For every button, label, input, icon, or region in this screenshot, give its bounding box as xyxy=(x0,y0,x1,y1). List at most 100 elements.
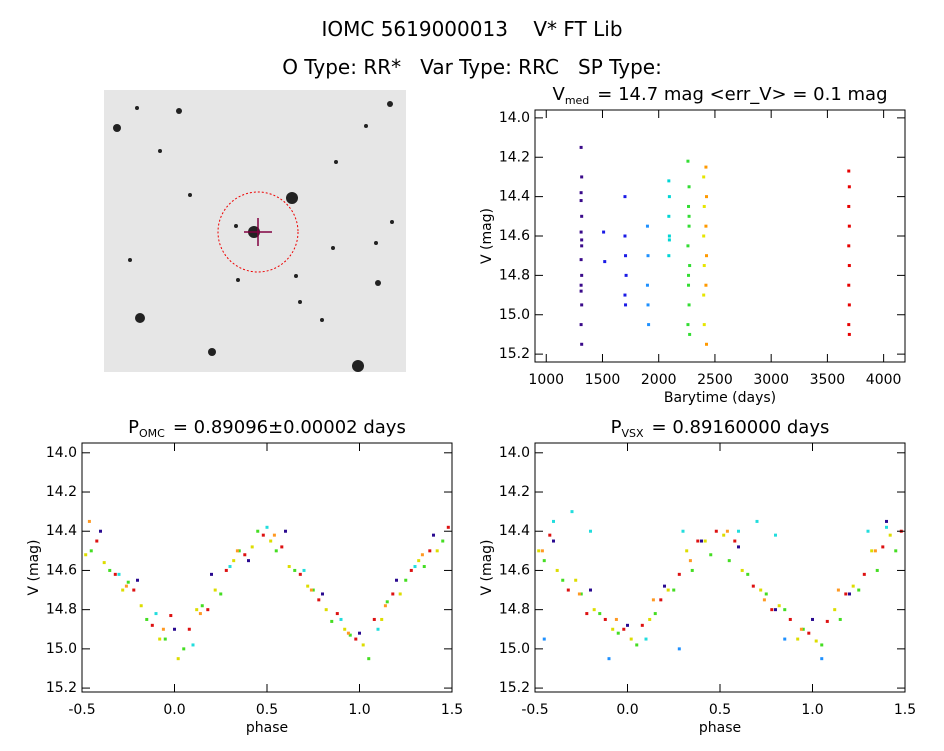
page-subtitle: O Type: RR* Var Type: RRC SP Type: xyxy=(282,55,662,79)
data-point xyxy=(580,342,584,346)
x-tick-label: 1.5 xyxy=(894,702,916,718)
data-point xyxy=(330,619,334,623)
data-point xyxy=(580,303,584,307)
data-point xyxy=(847,323,851,327)
x-tick-label: 0.0 xyxy=(616,702,638,718)
data-point xyxy=(570,510,574,514)
data-point xyxy=(317,598,321,602)
data-point xyxy=(589,588,592,592)
data-point xyxy=(704,283,708,287)
data-point xyxy=(847,303,851,307)
data-point xyxy=(862,572,866,576)
data-point xyxy=(206,608,210,612)
data-point xyxy=(644,637,648,641)
data-point xyxy=(428,549,432,553)
data-point xyxy=(847,244,851,248)
data-point xyxy=(667,195,671,199)
y-tick-label: 15.2 xyxy=(499,680,530,696)
data-point xyxy=(762,598,766,602)
data-point xyxy=(383,604,387,608)
data-point xyxy=(537,549,541,553)
data-point xyxy=(87,519,91,523)
data-point xyxy=(759,588,763,592)
data-point xyxy=(372,617,376,621)
data-point xyxy=(306,584,310,588)
data-point xyxy=(585,612,589,616)
y-tick-label: 14.0 xyxy=(499,445,530,461)
data-point xyxy=(287,565,291,569)
chart-title: PVSX = 0.89160000 days xyxy=(611,417,830,440)
data-point xyxy=(622,627,626,631)
data-point xyxy=(702,234,706,238)
data-point xyxy=(158,637,162,641)
data-point xyxy=(663,584,666,588)
data-point xyxy=(857,588,861,592)
data-point xyxy=(847,169,851,173)
data-point xyxy=(580,175,584,179)
data-point xyxy=(607,657,611,661)
data-point xyxy=(265,525,269,529)
data-point xyxy=(311,588,315,592)
x-axis-label: phase xyxy=(699,720,741,736)
x-tick-label: 2500 xyxy=(697,372,733,388)
data-point xyxy=(616,631,620,635)
data-point xyxy=(435,549,439,553)
data-point xyxy=(740,568,744,572)
data-point xyxy=(589,529,592,533)
data-point xyxy=(269,539,273,543)
data-point xyxy=(635,643,639,647)
data-point xyxy=(702,264,706,268)
data-point xyxy=(348,633,352,637)
data-point xyxy=(783,608,787,612)
x-tick-label: 1.0 xyxy=(348,702,370,718)
data-point xyxy=(611,627,615,631)
data-point xyxy=(561,578,565,582)
data-point xyxy=(705,195,709,199)
data-point xyxy=(681,529,685,533)
data-point xyxy=(335,612,339,616)
data-point xyxy=(182,647,186,651)
data-point xyxy=(139,604,143,608)
data-point xyxy=(820,657,824,661)
data-point xyxy=(646,254,650,258)
x-tick-label: 1.5 xyxy=(441,702,463,718)
data-point xyxy=(702,204,706,208)
data-point xyxy=(659,598,663,602)
title-main: V xyxy=(552,84,565,105)
data-point xyxy=(653,612,657,616)
data-point xyxy=(579,230,583,234)
data-point xyxy=(163,637,167,641)
data-point xyxy=(687,204,691,208)
data-point xyxy=(820,643,824,647)
data-point xyxy=(847,283,851,287)
data-point xyxy=(847,264,851,268)
title-subscript: VSX xyxy=(622,427,645,440)
data-point xyxy=(648,617,652,621)
data-point xyxy=(113,572,117,576)
data-point xyxy=(624,273,628,277)
data-point xyxy=(687,303,691,307)
data-point xyxy=(811,617,814,621)
data-point xyxy=(385,600,389,604)
y-tick-label: 14.4 xyxy=(499,523,530,539)
data-point xyxy=(614,617,618,621)
aperture-circle xyxy=(217,191,299,273)
data-point xyxy=(176,657,180,661)
sky-image xyxy=(104,90,406,372)
data-point xyxy=(422,565,426,569)
data-point xyxy=(579,323,583,327)
y-tick-label: 14.6 xyxy=(46,562,77,578)
data-point xyxy=(623,293,627,297)
y-tick-label: 14.0 xyxy=(46,445,77,461)
data-point xyxy=(690,568,694,572)
data-point xyxy=(667,238,671,242)
data-point xyxy=(645,283,649,287)
data-point xyxy=(432,533,435,537)
data-point xyxy=(647,323,651,327)
x-tick-label: -0.5 xyxy=(521,702,548,718)
data-point xyxy=(247,559,250,563)
data-point xyxy=(796,637,800,641)
y-tick-label: 14.8 xyxy=(499,602,530,618)
data-point xyxy=(89,549,93,553)
data-point xyxy=(441,539,445,543)
